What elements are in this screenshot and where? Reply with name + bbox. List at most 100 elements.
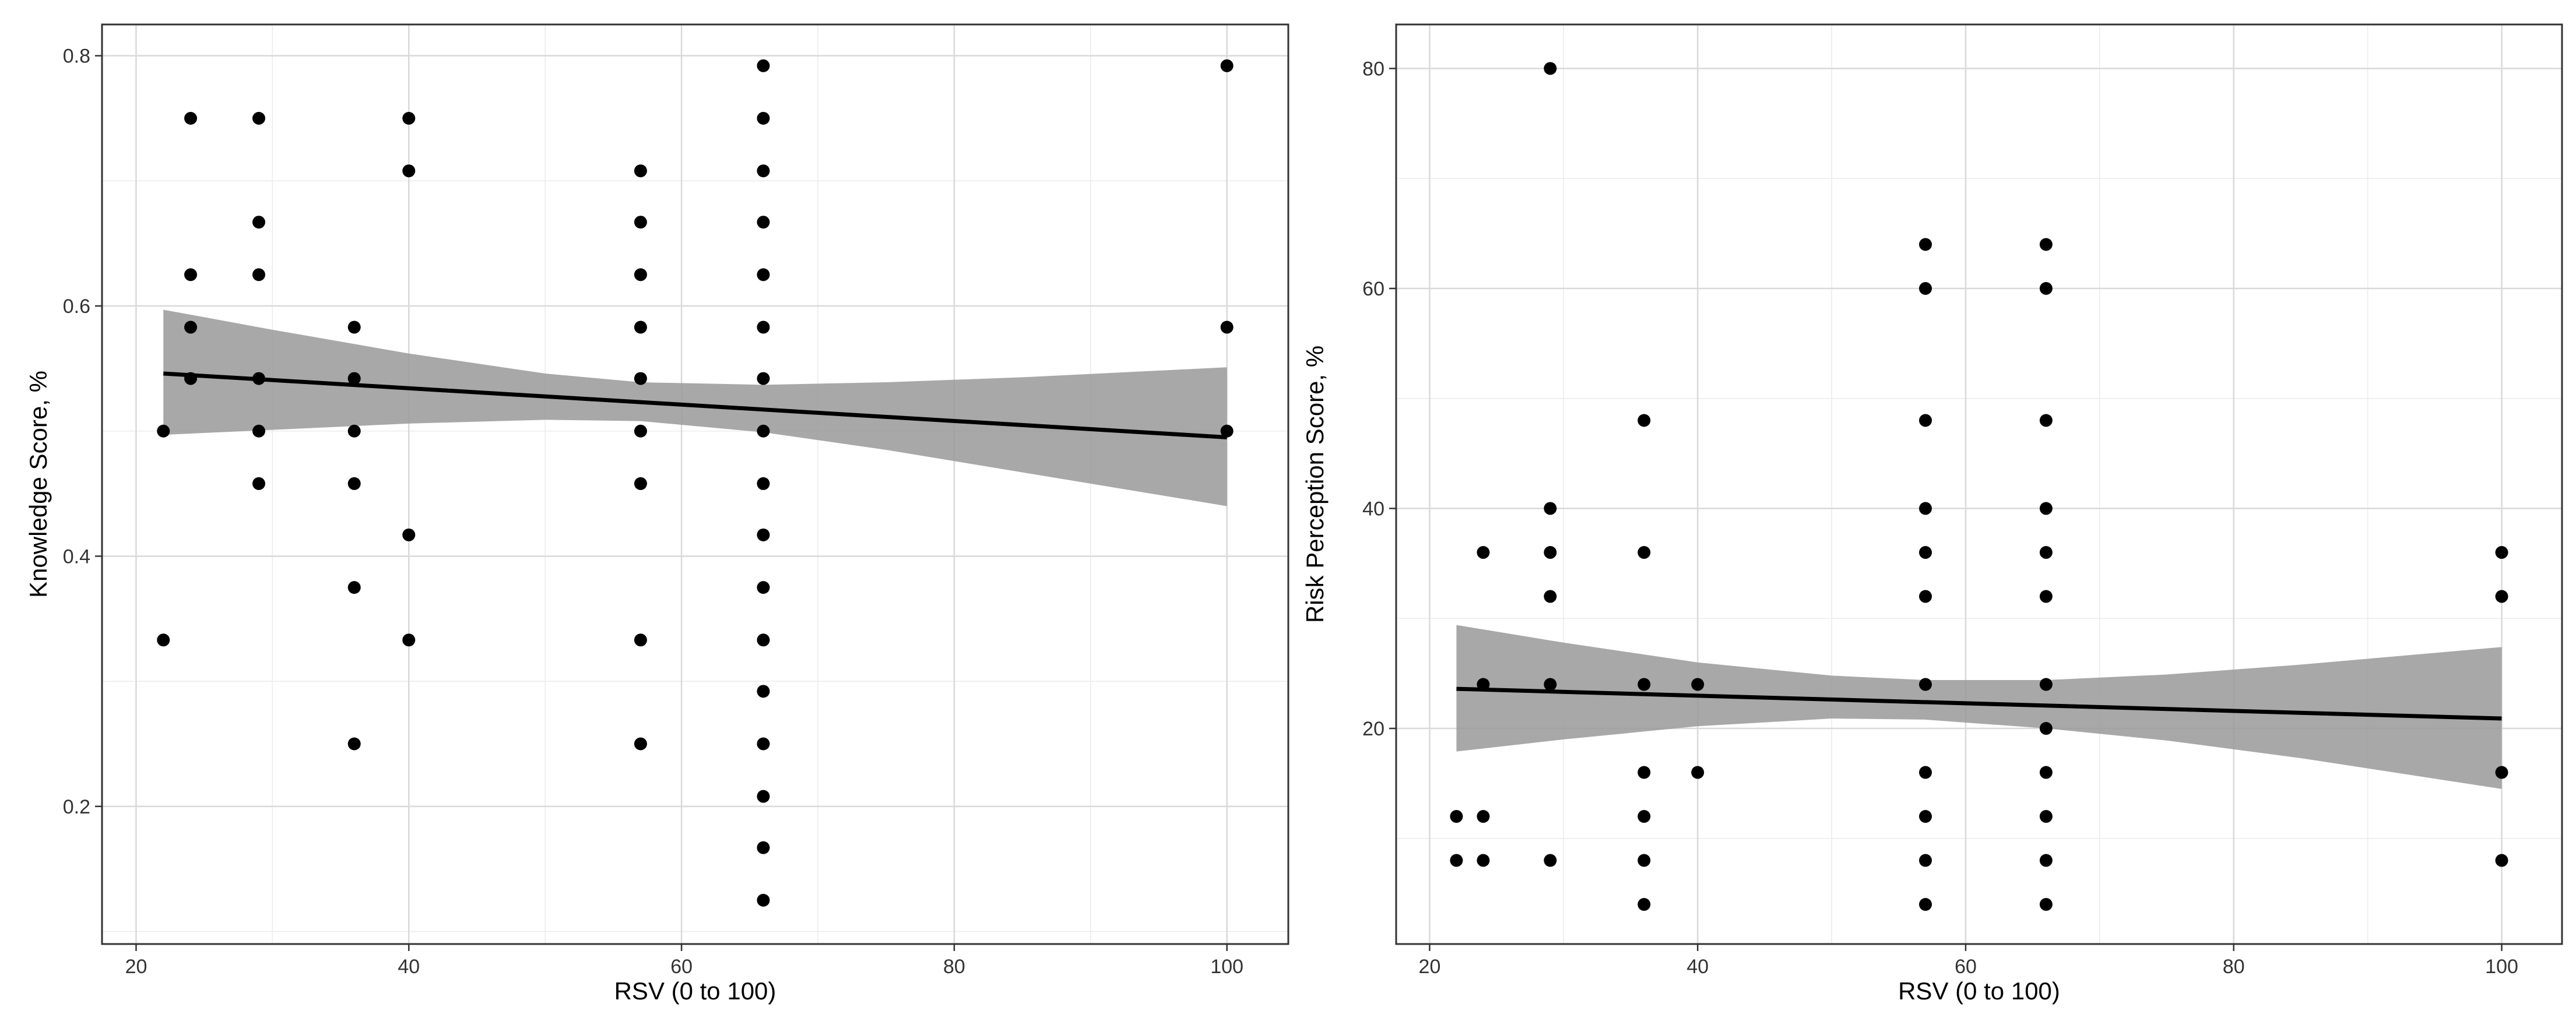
- data-point: [2039, 766, 2053, 779]
- data-point: [1919, 238, 1932, 251]
- data-point: [757, 424, 770, 438]
- x-axis: 20 40 60 80 100: [125, 944, 1243, 978]
- data-points: [1450, 62, 2508, 911]
- x-tick-label: 20: [1419, 956, 1441, 978]
- data-point: [2495, 766, 2508, 779]
- data-point: [184, 372, 198, 385]
- data-point: [1544, 678, 1557, 691]
- data-point: [757, 164, 770, 178]
- data-point: [757, 685, 770, 698]
- x-tick-label: 80: [943, 956, 965, 978]
- data-point: [634, 372, 647, 385]
- data-point: [634, 477, 647, 490]
- data-point: [634, 164, 647, 178]
- data-point: [757, 59, 770, 72]
- data-point: [1544, 502, 1557, 515]
- data-point: [757, 893, 770, 907]
- data-point: [2039, 898, 2053, 911]
- major-gridlines: [1396, 24, 2562, 944]
- data-point: [1637, 546, 1651, 559]
- data-point: [634, 633, 647, 647]
- x-tick-label: 80: [2223, 956, 2245, 978]
- x-axis-label: RSV (0 to 100): [1898, 977, 2060, 1005]
- data-point: [2039, 854, 2053, 867]
- data-point: [1450, 854, 1463, 867]
- data-point: [1220, 320, 1233, 334]
- data-point: [757, 372, 770, 385]
- data-point: [157, 633, 170, 647]
- data-point: [1637, 766, 1651, 779]
- confidence-band-area: [1456, 625, 2502, 789]
- panel-frame: [1395, 23, 2563, 945]
- data-point: [757, 112, 770, 125]
- panel-border: [1395, 23, 2563, 945]
- data-point: [757, 581, 770, 594]
- y-tick-label: 0.2: [63, 796, 90, 818]
- y-tick-label: 0.6: [63, 295, 90, 318]
- data-point: [1220, 424, 1233, 438]
- y-axis-label: Knowledge Score, %: [24, 371, 52, 598]
- data-point: [402, 633, 416, 647]
- fit-line: [1456, 686, 2502, 721]
- x-tick-label: 60: [1955, 956, 1977, 978]
- fit-line: [163, 371, 1227, 439]
- data-point: [1544, 590, 1557, 603]
- data-point: [2039, 722, 2053, 735]
- y-axis-label: Risk Perception Score, %: [1301, 346, 1329, 623]
- data-point: [347, 424, 361, 438]
- data-points: [157, 59, 1233, 907]
- data-point: [1919, 282, 1932, 295]
- y-tick-label: 60: [1362, 278, 1384, 300]
- panel-border: [101, 23, 1289, 945]
- data-point: [1919, 898, 1932, 911]
- data-point: [184, 320, 198, 334]
- data-point: [402, 528, 416, 541]
- confidence-band: [163, 309, 1227, 506]
- y-axis: 0.2 0.4 0.6 0.8: [63, 45, 102, 818]
- data-point: [634, 320, 647, 334]
- risk-perception-panel: 20 40 60 80 100 20 40 60 80 RSV (0 to 100) Risk…: [1301, 23, 2563, 1005]
- data-point: [2039, 590, 2053, 603]
- y-axis: 20 40 60 80: [1362, 58, 1396, 740]
- data-point: [2495, 590, 2508, 603]
- data-point: [1637, 414, 1651, 427]
- regression-line: [1456, 686, 2502, 721]
- data-point: [1544, 546, 1557, 559]
- x-axis: 20 40 60 80 100: [1419, 944, 2518, 978]
- knowledge-score-panel: 20 40 60 80 100 0.20.40.60.8 RSV (0 to 100) …: [24, 23, 1289, 1005]
- data-point: [402, 164, 416, 178]
- data-point: [157, 424, 170, 438]
- confidence-band: [1456, 625, 2502, 789]
- data-point: [2039, 502, 2053, 515]
- data-point: [757, 841, 770, 854]
- data-point: [757, 268, 770, 281]
- data-point: [252, 372, 265, 385]
- data-point: [252, 216, 265, 229]
- data-point: [252, 112, 265, 125]
- data-point: [1919, 502, 1932, 515]
- x-tick-label: 60: [670, 956, 693, 978]
- confidence-band-area: [163, 309, 1227, 506]
- data-point: [757, 790, 770, 803]
- x-tick-label: 40: [398, 956, 420, 978]
- data-point: [1691, 678, 1705, 691]
- y-tick-label: 0.8: [63, 45, 90, 68]
- data-point: [1637, 810, 1651, 823]
- x-axis-label: RSV (0 to 100): [614, 977, 776, 1005]
- data-point: [2495, 854, 2508, 867]
- data-point: [2495, 546, 2508, 559]
- data-point: [347, 581, 361, 594]
- data-point: [1477, 810, 1490, 823]
- data-point: [2039, 546, 2053, 559]
- data-point: [1919, 414, 1932, 427]
- data-point: [2039, 414, 2053, 427]
- minor-gridlines: [1396, 24, 2562, 944]
- data-point: [1544, 62, 1557, 75]
- x-tick-label: 20: [125, 956, 147, 978]
- data-point: [1637, 898, 1651, 911]
- data-point: [2039, 678, 2053, 691]
- data-point: [252, 424, 265, 438]
- data-point: [634, 216, 647, 229]
- panel-frame: [101, 23, 1289, 945]
